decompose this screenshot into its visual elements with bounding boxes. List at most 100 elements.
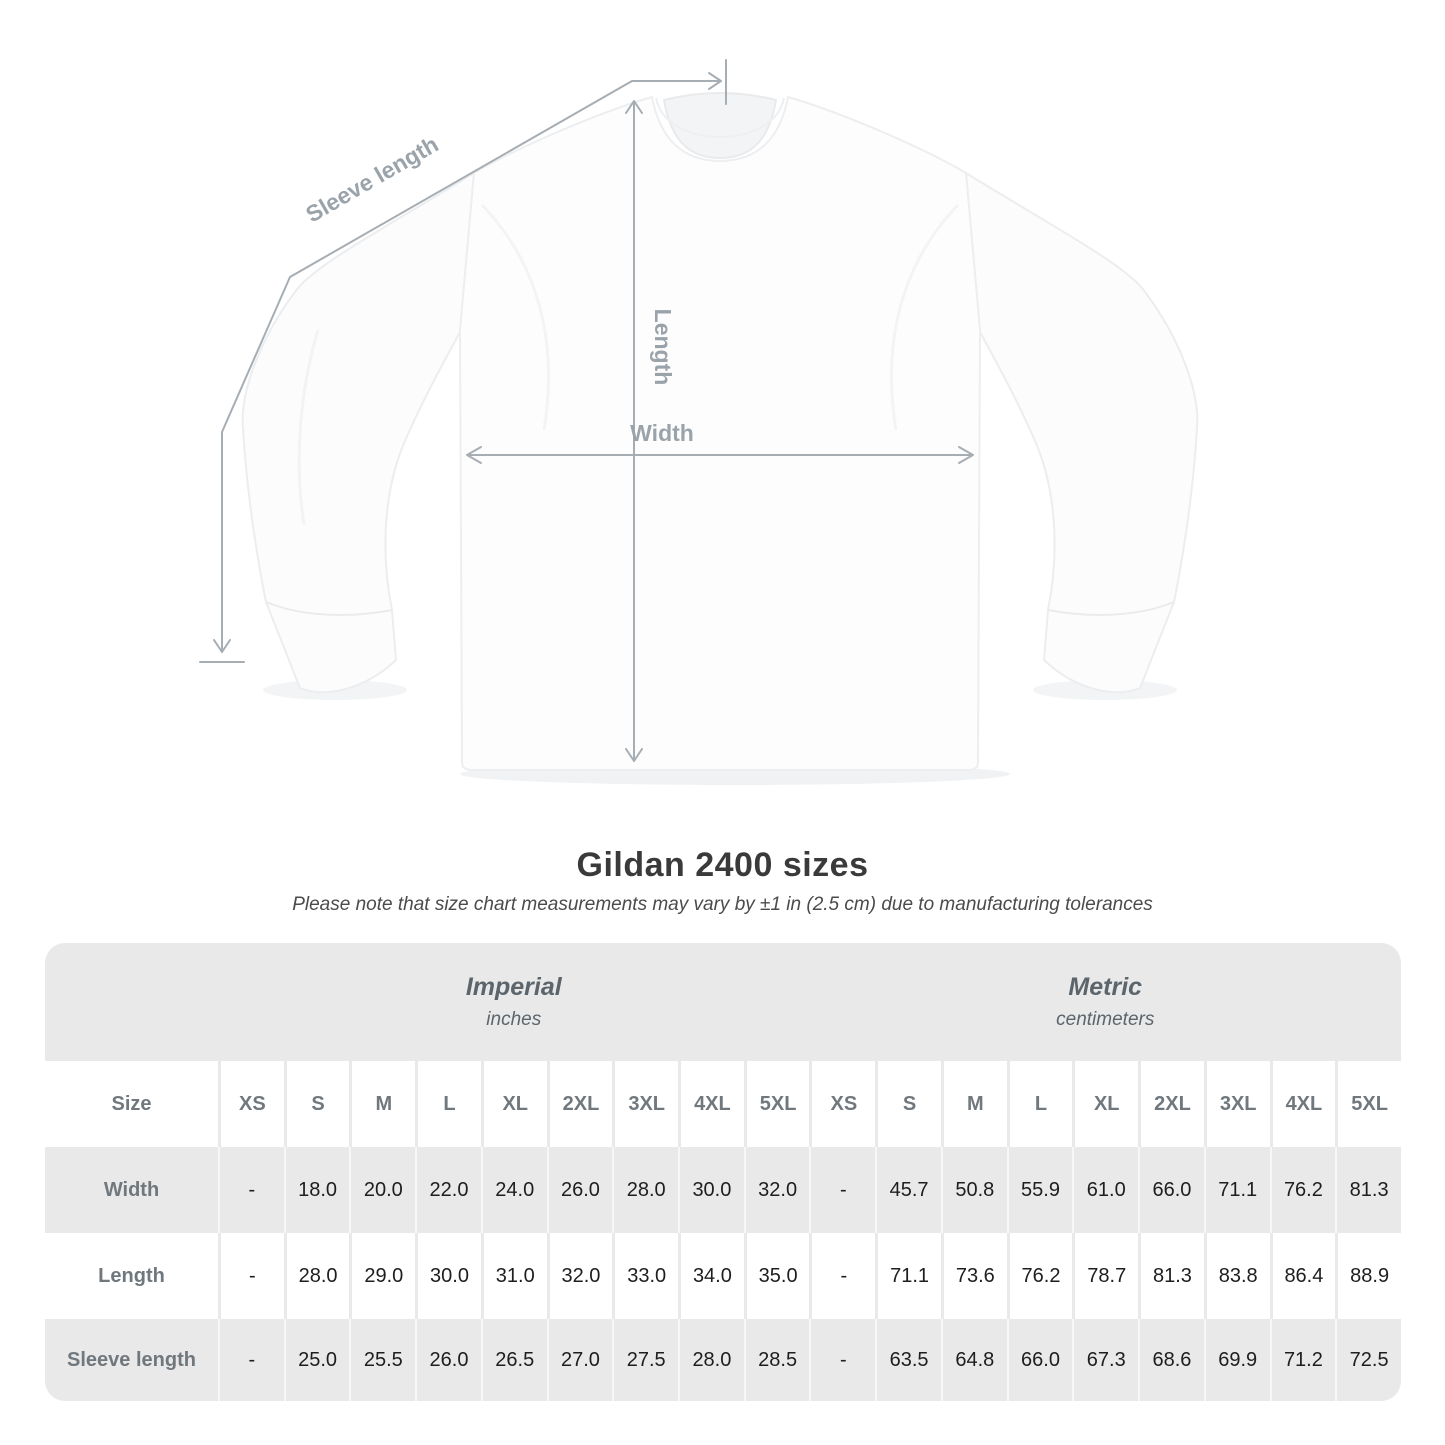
shirt-fold-left — [480, 203, 550, 431]
unit-header-band: Imperial inches Metric centimeters — [45, 943, 1401, 1061]
measurement-cell: 25.5 — [349, 1319, 415, 1401]
shirt-fold-sleeve — [297, 329, 320, 526]
measurement-cell: 72.5 — [1335, 1319, 1401, 1401]
measurement-cell: 29.0 — [349, 1233, 415, 1319]
measurement-cell: - — [218, 1147, 284, 1233]
size-col-header: 4XL — [678, 1061, 744, 1147]
measurement-cell: 69.9 — [1203, 1319, 1270, 1401]
shirt-measurement-diagram: Sleeve length Length Width — [199, 59, 1199, 785]
row-label: Sleeve length — [67, 1348, 196, 1371]
page-title: Gildan 2400 sizes — [576, 846, 869, 884]
measurement-cell: 61.0 — [1072, 1147, 1138, 1233]
measurement-cell: 76.2 — [1006, 1233, 1073, 1319]
measurement-cell: - — [809, 1147, 875, 1233]
size-col-header: S — [283, 1061, 350, 1147]
size-col-header: M — [349, 1061, 415, 1147]
measurement-cell: 71.2 — [1269, 1319, 1336, 1401]
metric-title: Metric — [1068, 973, 1143, 1001]
size-col-header: 5XL — [743, 1061, 810, 1147]
measurement-cell: 27.0 — [546, 1319, 613, 1401]
measurement-cell: 73.6 — [940, 1233, 1007, 1319]
measurement-cell: 55.9 — [1006, 1147, 1073, 1233]
measurement-cell: 26.5 — [480, 1319, 547, 1401]
measurement-cell: - — [218, 1319, 284, 1401]
measurement-cell: 25.0 — [283, 1319, 350, 1401]
measurement-cell: 26.0 — [415, 1319, 481, 1401]
length-label: Length — [650, 309, 676, 386]
sleeve-length-row: Sleeve length - 25.0 25.5 26.0 26.5 27.0… — [45, 1319, 1401, 1401]
measurement-cell: 20.0 — [349, 1147, 415, 1233]
size-col-header: 3XL — [612, 1061, 678, 1147]
shirt-body — [458, 95, 982, 771]
measurement-cell: 22.0 — [415, 1147, 481, 1233]
measurement-cell: 66.0 — [1138, 1147, 1204, 1233]
width-arrow — [466, 446, 974, 464]
imperial-title: Imperial — [465, 973, 562, 1001]
measurement-cell: 24.0 — [480, 1147, 547, 1233]
width-label: Width — [630, 420, 694, 446]
size-col-header: S — [875, 1061, 941, 1147]
size-col-header: 2XL — [546, 1061, 613, 1147]
long-sleeve-shirt-illustration — [241, 92, 1199, 771]
measurement-cell: 28.0 — [612, 1147, 678, 1233]
measurement-cell: 71.1 — [875, 1233, 941, 1319]
width-row: Width - 18.0 20.0 22.0 24.0 26.0 28.0 30… — [45, 1147, 1401, 1233]
length-row: Length - 28.0 29.0 30.0 31.0 32.0 33.0 3… — [45, 1233, 1401, 1319]
size-col-header: XL — [480, 1061, 547, 1147]
shirt-left-sleeve — [241, 171, 476, 694]
shirt-fold-right — [890, 203, 960, 431]
measurement-cell: 45.7 — [875, 1147, 941, 1233]
unit-group-imperial: Imperial inches — [218, 943, 810, 1061]
measurement-cell: 31.0 — [480, 1233, 547, 1319]
measurement-cell: 30.0 — [678, 1147, 744, 1233]
measurement-cell: 88.9 — [1335, 1233, 1401, 1319]
measurement-cell: - — [218, 1233, 284, 1319]
size-col-header: XL — [1072, 1061, 1138, 1147]
shirt-right-cuff-seam — [1047, 601, 1175, 616]
measurement-cell: 50.8 — [940, 1147, 1007, 1233]
size-corner-header: Size — [111, 1092, 152, 1115]
measurement-cell: 81.3 — [1335, 1147, 1401, 1233]
size-col-header: 2XL — [1138, 1061, 1204, 1147]
measurement-cell: 68.6 — [1138, 1319, 1204, 1401]
measurement-cell: 28.0 — [678, 1319, 744, 1401]
size-col-header: L — [1006, 1061, 1073, 1147]
size-col-header: 3XL — [1203, 1061, 1270, 1147]
measurement-cell: 32.0 — [546, 1233, 613, 1319]
measurement-cell: 32.0 — [743, 1147, 810, 1233]
measurement-cell: 64.8 — [940, 1319, 1007, 1401]
sleeve-length-arrow — [199, 59, 727, 663]
shirt-left-cuff-seam — [265, 601, 393, 616]
measurement-cell: 30.0 — [415, 1233, 481, 1319]
measurement-arrows — [199, 59, 974, 762]
size-col-header: 5XL — [1335, 1061, 1401, 1147]
measurement-cell: 67.3 — [1072, 1319, 1138, 1401]
measurement-cell: 78.7 — [1072, 1233, 1138, 1319]
size-col-header: L — [415, 1061, 481, 1147]
length-arrow — [625, 100, 643, 762]
size-col-header: XS — [809, 1061, 875, 1147]
unit-band-spacer — [45, 943, 218, 1061]
measurement-cell: 34.0 — [678, 1233, 744, 1319]
title-block: Gildan 2400 sizes Please note that size … — [0, 846, 1445, 916]
shirt-collar-band — [655, 97, 785, 138]
measurement-cell: 63.5 — [875, 1319, 941, 1401]
measurement-cell: - — [809, 1233, 875, 1319]
size-col-header: 4XL — [1269, 1061, 1336, 1147]
measurement-cell: 27.5 — [612, 1319, 678, 1401]
measurement-cell: 81.3 — [1138, 1233, 1204, 1319]
page-subtitle: Please note that size chart measurements… — [292, 894, 1153, 915]
imperial-subtitle: inches — [486, 1009, 542, 1030]
measurement-cell: 28.5 — [743, 1319, 810, 1401]
row-label: Length — [98, 1264, 165, 1287]
unit-group-metric: Metric centimeters — [810, 943, 1402, 1061]
measurement-cell: 26.0 — [546, 1147, 613, 1233]
measurement-cell: 35.0 — [743, 1233, 810, 1319]
measurement-cell: 66.0 — [1006, 1319, 1073, 1401]
size-col-header: XS — [218, 1061, 284, 1147]
measurement-cell: 28.0 — [283, 1233, 350, 1319]
measurement-cell: 86.4 — [1269, 1233, 1336, 1319]
measurement-cell: 71.1 — [1203, 1147, 1270, 1233]
shirt-collar-opening — [662, 92, 778, 160]
row-label: Width — [103, 1178, 160, 1201]
